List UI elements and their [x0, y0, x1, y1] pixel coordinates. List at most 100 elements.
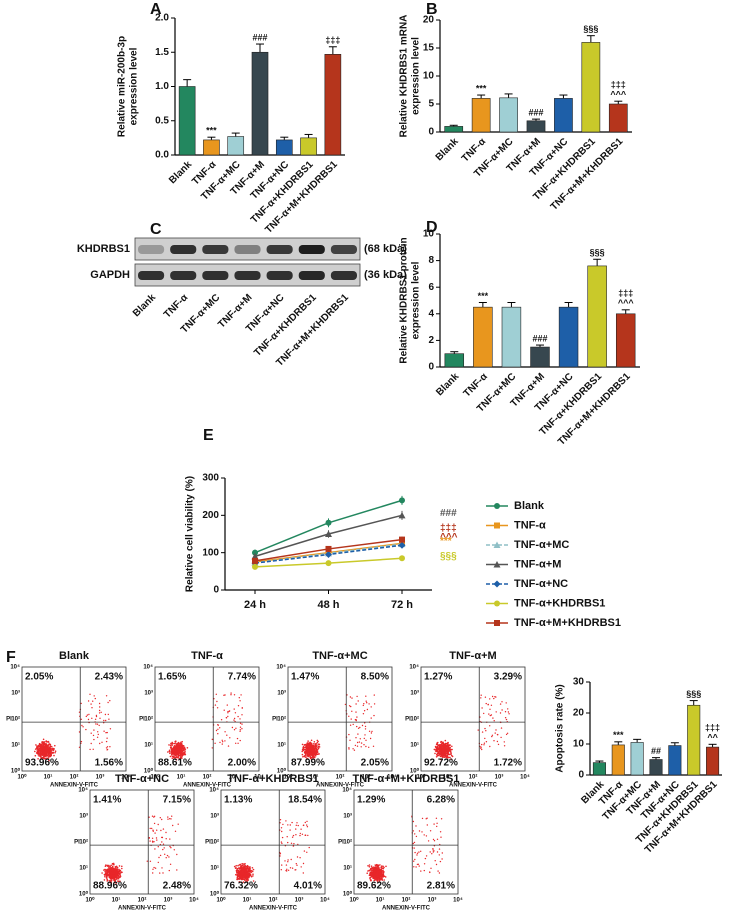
significance-label: ***	[476, 83, 487, 93]
y-tick-label: 10⁴	[78, 788, 88, 794]
event-dot	[40, 755, 42, 758]
event-dot	[242, 873, 244, 875]
event-dot	[174, 741, 177, 743]
event-dot	[41, 753, 43, 755]
event-dot	[495, 711, 497, 713]
event-dot	[376, 865, 379, 868]
event-dot	[96, 736, 99, 738]
blot-band	[170, 245, 197, 254]
event-dot	[94, 697, 97, 700]
event-dot	[106, 731, 108, 734]
significance-label: ###	[528, 107, 543, 117]
event-dot	[244, 871, 247, 873]
event-dot	[355, 711, 357, 713]
event-dot	[435, 748, 438, 751]
significance-label: ***	[613, 730, 624, 740]
event-dot	[308, 846, 310, 849]
event-dot	[496, 740, 499, 743]
event-dot	[245, 869, 247, 872]
event-dot	[303, 744, 306, 746]
event-dot	[449, 756, 451, 759]
event-dot	[157, 823, 159, 826]
event-dot	[241, 870, 244, 873]
event-dot	[118, 865, 121, 867]
event-dot	[49, 749, 51, 752]
event-dot	[170, 742, 172, 745]
quadrant-percent: 2.00%	[228, 758, 256, 769]
event-dot	[363, 710, 366, 712]
event-dot	[50, 750, 52, 753]
legend-label: TNF-α	[514, 519, 546, 531]
event-dot	[368, 874, 371, 877]
event-dot	[438, 872, 441, 874]
event-dot	[488, 713, 490, 715]
event-dot	[303, 850, 306, 852]
marker	[493, 541, 501, 548]
event-dot	[441, 756, 444, 758]
event-dot	[240, 876, 243, 879]
event-dot	[381, 873, 384, 876]
event-dot	[431, 853, 433, 855]
event-dot	[425, 855, 428, 857]
event-dot	[113, 874, 115, 876]
event-cloud	[167, 692, 243, 761]
bar	[501, 306, 522, 368]
event-dot	[44, 748, 47, 750]
event-dot	[357, 733, 359, 735]
event-dot	[450, 758, 453, 760]
event-dot	[243, 879, 246, 881]
marker	[398, 541, 406, 549]
marker	[251, 552, 259, 560]
y-tick-label: 10⁰	[277, 768, 287, 775]
event-dot	[448, 753, 451, 756]
quadrant-percent: 8.50%	[361, 672, 389, 683]
event-dot	[307, 744, 309, 747]
event-dot	[211, 747, 213, 749]
marker	[325, 519, 332, 526]
event-dot	[108, 874, 110, 876]
event-dot	[248, 871, 251, 873]
event-dot	[171, 744, 173, 747]
event-dot	[168, 869, 170, 872]
event-dot	[439, 752, 441, 754]
event-dot	[45, 740, 47, 743]
quadrant-percent: 2.05%	[361, 758, 389, 769]
event-dot	[152, 872, 154, 874]
event-dot	[178, 757, 180, 760]
event-dot	[91, 717, 93, 719]
event-dot	[229, 737, 231, 739]
y-axis-label: Relative KHDRBS1 mRNA	[399, 15, 410, 138]
event-dot	[115, 870, 117, 872]
event-dot	[382, 869, 384, 872]
quadrant-percent: 89.62%	[357, 881, 391, 892]
x-tick-label: 10¹	[177, 774, 186, 781]
event-dot	[180, 754, 183, 756]
event-dot	[45, 743, 48, 745]
event-dot	[353, 749, 356, 751]
event-dot	[105, 719, 107, 722]
event-dot	[451, 748, 453, 751]
y-tick-label: 10¹	[410, 742, 419, 749]
event-dot	[245, 874, 247, 877]
event-dot	[363, 703, 365, 705]
x-tick-label: 10⁰	[85, 897, 95, 904]
event-dot	[499, 712, 502, 714]
event-dot	[244, 876, 247, 878]
event-dot	[413, 860, 415, 862]
event-dot	[362, 713, 365, 715]
event-dot	[372, 872, 374, 875]
event-dot	[89, 748, 91, 751]
event-dot	[173, 756, 175, 759]
event-dot	[233, 708, 235, 710]
event-dot	[176, 752, 179, 755]
event-dot	[151, 827, 153, 830]
event-dot	[418, 851, 420, 853]
event-dot	[98, 712, 101, 714]
event-dot	[245, 878, 247, 880]
x-axis-label: ANNEXIN-V-FITC	[316, 783, 365, 789]
event-dot	[238, 864, 241, 866]
event-dot	[166, 854, 169, 857]
bar	[706, 746, 720, 776]
event-dot	[299, 832, 301, 835]
x-tick-label: 10²	[336, 774, 345, 781]
